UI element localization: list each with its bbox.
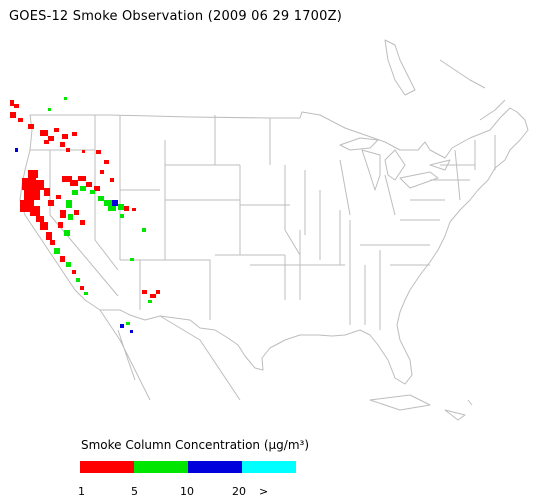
legend-tick-5: 5 xyxy=(131,485,138,498)
legend-tick-20: 20 xyxy=(232,485,246,498)
smoke-cell xyxy=(130,330,133,333)
smoke-cell xyxy=(60,210,66,218)
smoke-cell xyxy=(18,118,23,122)
legend-color-bar xyxy=(80,461,296,473)
smoke-cell xyxy=(104,200,112,206)
smoke-cell xyxy=(40,222,48,230)
smoke-cell xyxy=(82,150,85,153)
smoke-cell xyxy=(124,206,129,211)
legend-tick-1: 1 xyxy=(78,485,85,498)
smoke-cell xyxy=(70,180,78,186)
smoke-cell xyxy=(36,216,44,222)
smoke-cell xyxy=(72,190,78,195)
smoke-cell xyxy=(90,190,95,194)
smoke-cell xyxy=(30,206,40,216)
smoke-cell xyxy=(80,186,86,191)
smoke-cell xyxy=(64,230,70,236)
smoke-cell xyxy=(56,195,61,199)
smoke-cell xyxy=(142,228,146,232)
great-lakes xyxy=(339,137,451,191)
smoke-cell xyxy=(54,128,59,132)
smoke-cell xyxy=(40,130,48,136)
smoke-cell xyxy=(10,100,14,106)
caribbean-islands xyxy=(369,394,473,421)
legend-swatch-20-plus xyxy=(242,461,296,473)
smoke-cell xyxy=(66,262,71,267)
smoke-cell xyxy=(74,210,79,215)
smoke-cell xyxy=(96,150,101,154)
smoke-cell xyxy=(66,200,72,208)
smoke-cell xyxy=(48,108,51,111)
smoke-cell xyxy=(86,182,92,187)
canada-outline xyxy=(384,39,506,121)
smoke-cell xyxy=(118,204,124,210)
smoke-cell xyxy=(24,190,40,200)
legend-tick-greater: > xyxy=(259,485,269,498)
legend-swatch-10-20 xyxy=(188,461,242,473)
smoke-cell xyxy=(150,294,156,298)
mexico-outline xyxy=(99,309,241,401)
smoke-cell xyxy=(80,286,84,290)
smoke-cell xyxy=(72,132,77,136)
smoke-cell xyxy=(15,148,18,152)
smoke-cell xyxy=(44,140,49,144)
smoke-cell xyxy=(14,104,19,108)
smoke-cell xyxy=(64,97,67,100)
smoke-cell xyxy=(46,232,52,240)
smoke-cell xyxy=(98,196,104,201)
smoke-cell xyxy=(62,134,68,139)
smoke-cell xyxy=(72,270,76,274)
smoke-cell xyxy=(94,186,100,191)
smoke-cell xyxy=(108,206,116,211)
smoke-cell xyxy=(48,136,54,141)
smoke-cell xyxy=(28,124,34,129)
smoke-cell xyxy=(50,240,55,245)
smoke-cell xyxy=(120,324,124,328)
smoke-cell xyxy=(44,188,50,196)
legend-tick-10: 10 xyxy=(180,485,194,498)
legend-swatch-5-10 xyxy=(134,461,188,473)
us-outline xyxy=(19,107,529,385)
smoke-pixels xyxy=(10,97,160,333)
smoke-cell xyxy=(78,176,86,181)
smoke-cell xyxy=(148,300,152,303)
smoke-cell xyxy=(112,200,118,206)
smoke-cell xyxy=(126,322,130,325)
smoke-cell xyxy=(100,170,104,174)
smoke-cell xyxy=(22,178,36,190)
smoke-cell xyxy=(48,200,54,206)
smoke-cell xyxy=(132,208,136,211)
us-smoke-map xyxy=(10,39,529,421)
map-title: GOES-12 Smoke Observation (2009 06 29 17… xyxy=(9,9,342,24)
smoke-cell xyxy=(142,290,147,294)
legend-title: Smoke Column Concentration (μg/m³) xyxy=(81,438,309,452)
smoke-cell xyxy=(80,220,85,225)
smoke-cell xyxy=(68,214,73,220)
smoke-cell xyxy=(62,176,72,182)
smoke-cell xyxy=(28,170,38,178)
smoke-cell xyxy=(58,222,63,228)
smoke-cell xyxy=(104,160,109,164)
smoke-cell xyxy=(66,148,70,152)
smoke-cell xyxy=(76,278,80,282)
smoke-cell xyxy=(130,258,134,261)
legend-swatch-1-5 xyxy=(80,461,134,473)
smoke-cell xyxy=(10,112,16,118)
smoke-cell xyxy=(156,290,160,294)
smoke-cell xyxy=(60,256,65,262)
smoke-cell xyxy=(60,142,65,147)
smoke-cell xyxy=(36,180,44,190)
smoke-cell xyxy=(110,178,114,182)
state-lines xyxy=(30,115,496,330)
smoke-cell xyxy=(54,248,60,254)
smoke-cell xyxy=(120,214,124,218)
smoke-cell xyxy=(84,292,88,295)
